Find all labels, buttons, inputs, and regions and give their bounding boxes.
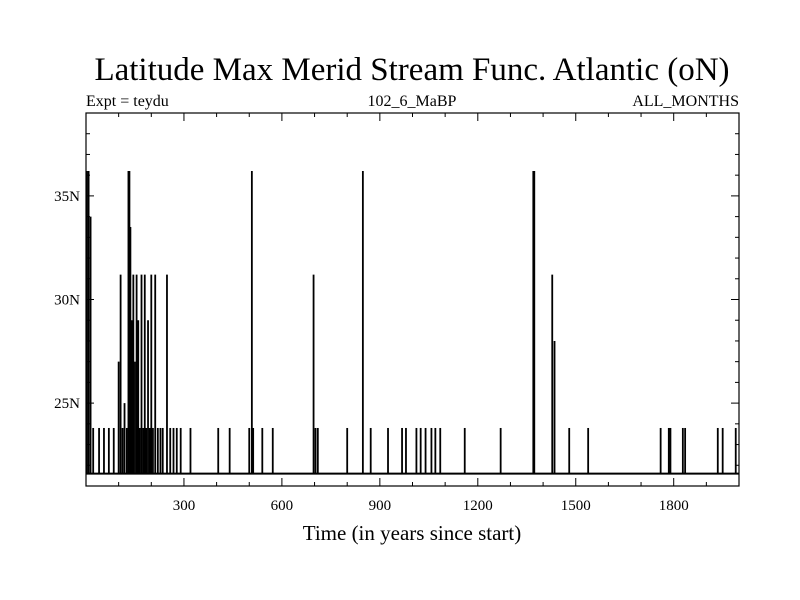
tick-marks	[86, 113, 739, 486]
y-tick-label: 30N	[54, 293, 80, 309]
x-tick-label: 1500	[561, 498, 591, 514]
y-tick-label: 35N	[54, 189, 80, 205]
tick-labels: 300 600 900 1200 1500 1800 25N 30N 35N	[54, 189, 689, 514]
x-tick-label: 300	[173, 498, 196, 514]
x-tick-label: 1800	[659, 498, 689, 514]
x-axis-label: Time (in years since start)	[303, 521, 522, 545]
chart-subtitle-right: ALL_MONTHS	[632, 93, 739, 110]
chart-subtitle-center: 102_6_MaBP	[368, 93, 457, 110]
plot-frame	[85, 112, 740, 487]
chart-title: Latitude Max Merid Stream Func. Atlantic…	[94, 52, 729, 88]
data-series	[86, 171, 739, 475]
x-tick-label: 900	[369, 498, 392, 514]
x-tick-label: 1200	[463, 498, 493, 514]
x-tick-label: 600	[271, 498, 294, 514]
chart-subtitle-left: Expt = teydu	[86, 93, 169, 110]
y-tick-label: 25N	[54, 396, 80, 412]
